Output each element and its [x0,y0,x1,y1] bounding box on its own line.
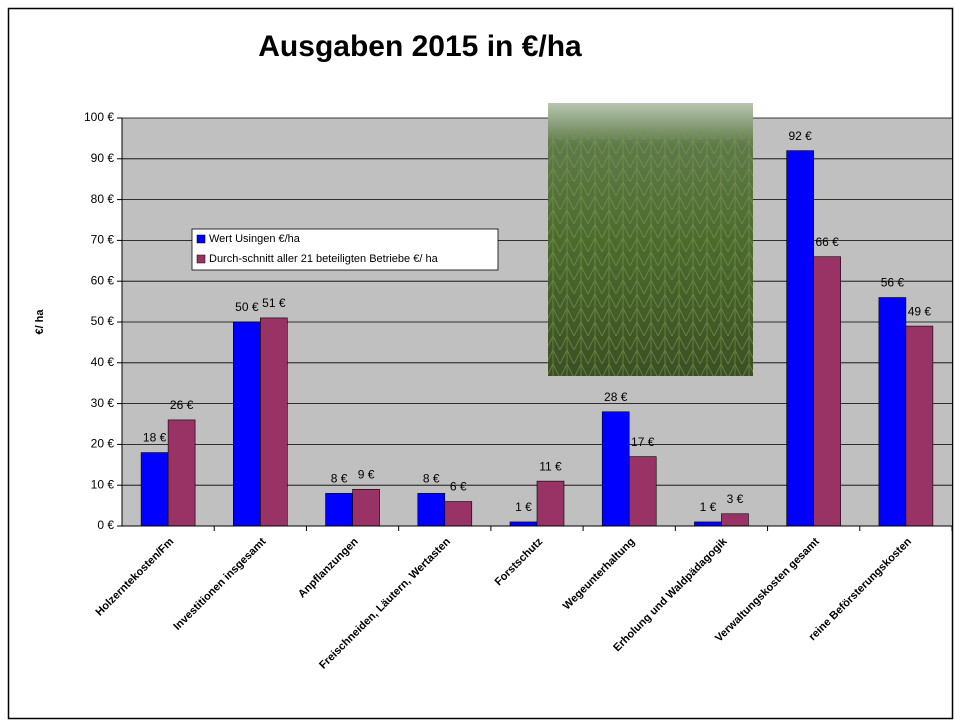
bar [906,326,933,526]
value-label: 1 € [700,500,717,514]
value-label: 3 € [727,492,744,506]
value-label: 8 € [423,472,440,486]
chart: Ausgaben 2015 in €/ha €/ ha 0 € 10 € 20 € 3… [0,0,954,720]
y-axis-label: €/ ha [34,309,46,335]
value-label: 50 € [235,300,259,314]
bar [168,420,195,526]
y-tick-label: 90 € [91,151,115,165]
y-tick-label: 20 € [91,437,115,451]
bar [353,489,380,526]
bar [510,522,537,526]
value-label: 66 € [815,235,839,249]
value-label: 56 € [881,276,905,290]
legend-swatch [197,235,205,243]
y-tick-label: 10 € [91,477,115,491]
y-tick-label: 50 € [91,314,115,328]
value-label: 6 € [450,480,467,494]
bar [787,151,814,526]
y-tick-label: 80 € [91,192,115,206]
value-label: 49 € [908,304,932,318]
bar [814,257,841,526]
bar [629,457,656,526]
legend-label: Durch-schnitt aller 21 beteiligten Betri… [209,253,439,265]
value-label: 17 € [631,435,655,449]
legend-swatch [197,255,205,263]
bar [537,481,564,526]
value-label: 8 € [331,472,348,486]
bar [694,522,721,526]
y-tick-label: 40 € [91,355,115,369]
value-label: 92 € [788,129,812,143]
photo-texture [548,130,753,376]
photo [548,103,753,376]
bar [445,502,472,526]
bar [721,514,748,526]
bar [418,493,445,526]
y-tick-label: 0 € [97,518,114,532]
value-label: 28 € [604,390,628,404]
y-tick-label: 70 € [91,233,115,247]
value-label: 1 € [515,500,532,514]
y-tick-label: 100 € [84,110,114,124]
value-label: 26 € [170,398,194,412]
bar [879,298,906,526]
y-tick-label: 60 € [91,273,115,287]
bar [141,453,168,526]
value-label: 18 € [143,431,167,445]
value-label: 11 € [539,459,562,473]
bar [602,412,629,526]
legend-label: Wert Usingen €/ha [209,233,301,245]
value-label: 51 € [262,296,286,310]
legend: Wert Usingen €/ha Durch-schnitt aller 21 … [192,229,498,270]
bar [326,493,353,526]
chart-title: Ausgaben 2015 in €/ha [258,30,582,63]
bar [260,318,287,526]
y-tick-label: 30 € [91,396,115,410]
bar [233,322,260,526]
value-label: 9 € [358,467,375,481]
